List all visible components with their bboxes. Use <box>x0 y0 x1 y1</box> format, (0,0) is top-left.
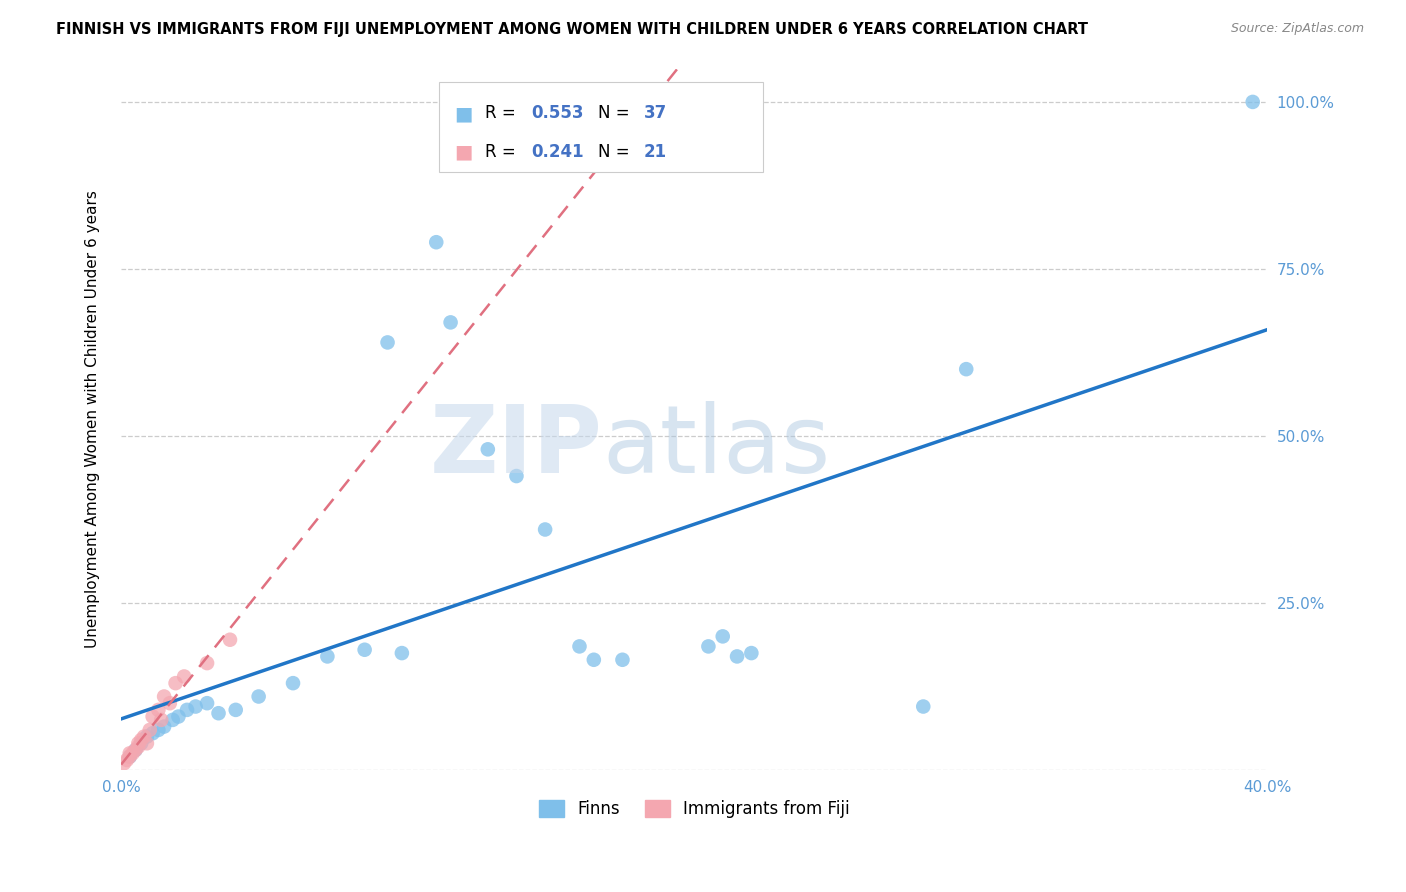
Point <box>225 703 247 717</box>
Point <box>697 640 720 654</box>
Point <box>568 640 591 654</box>
Text: ZIP: ZIP <box>430 401 602 493</box>
Point <box>740 646 762 660</box>
Point <box>281 676 304 690</box>
Point <box>153 720 176 734</box>
Text: R =: R = <box>485 104 522 122</box>
Text: 0.553: 0.553 <box>531 104 583 122</box>
Legend: Finns, Immigrants from Fiji: Finns, Immigrants from Fiji <box>531 793 856 825</box>
Point <box>115 753 138 767</box>
Point <box>127 736 149 750</box>
Point <box>173 669 195 683</box>
Point <box>377 335 399 350</box>
Point <box>124 743 146 757</box>
Point <box>219 632 242 647</box>
Point <box>135 736 157 750</box>
Text: ■: ■ <box>454 104 472 123</box>
Text: N =: N = <box>598 143 634 161</box>
Point <box>505 469 527 483</box>
Point <box>612 653 634 667</box>
Point <box>167 709 190 723</box>
Point <box>1241 95 1264 109</box>
Point <box>391 646 413 660</box>
Point <box>118 747 141 761</box>
Point <box>477 442 499 457</box>
Text: ■: ■ <box>454 143 472 161</box>
Point <box>148 723 170 737</box>
Point <box>139 723 162 737</box>
Point <box>153 690 176 704</box>
Point <box>162 713 184 727</box>
Point <box>439 315 461 329</box>
Text: 37: 37 <box>644 104 668 122</box>
Point <box>148 703 170 717</box>
Point <box>425 235 447 250</box>
Point <box>129 736 152 750</box>
Point <box>247 690 270 704</box>
Point <box>159 696 181 710</box>
Point <box>150 713 173 727</box>
Point <box>118 749 141 764</box>
Point <box>353 642 375 657</box>
Point <box>135 730 157 744</box>
Point <box>725 649 748 664</box>
Point <box>127 739 149 754</box>
Point <box>207 706 229 721</box>
Point <box>132 730 155 744</box>
Point <box>195 696 218 710</box>
Point <box>124 743 146 757</box>
Text: 21: 21 <box>644 143 666 161</box>
Point <box>184 699 207 714</box>
Point <box>711 629 734 643</box>
Point <box>165 676 187 690</box>
Point <box>142 726 165 740</box>
Point <box>112 756 135 771</box>
Y-axis label: Unemployment Among Women with Children Under 6 years: Unemployment Among Women with Children U… <box>86 190 100 648</box>
Point <box>955 362 977 376</box>
Point <box>129 733 152 747</box>
Point <box>912 699 935 714</box>
Text: atlas: atlas <box>602 401 831 493</box>
Point <box>195 656 218 670</box>
Text: Source: ZipAtlas.com: Source: ZipAtlas.com <box>1230 22 1364 36</box>
Text: 0.241: 0.241 <box>531 143 583 161</box>
Text: FINNISH VS IMMIGRANTS FROM FIJI UNEMPLOYMENT AMONG WOMEN WITH CHILDREN UNDER 6 Y: FINNISH VS IMMIGRANTS FROM FIJI UNEMPLOY… <box>56 22 1088 37</box>
Text: R =: R = <box>485 143 522 161</box>
Point <box>121 747 143 761</box>
Point <box>142 709 165 723</box>
Point <box>118 749 141 764</box>
Point <box>582 653 605 667</box>
Text: N =: N = <box>598 104 634 122</box>
Point <box>534 523 557 537</box>
Point <box>176 703 198 717</box>
Point <box>316 649 339 664</box>
